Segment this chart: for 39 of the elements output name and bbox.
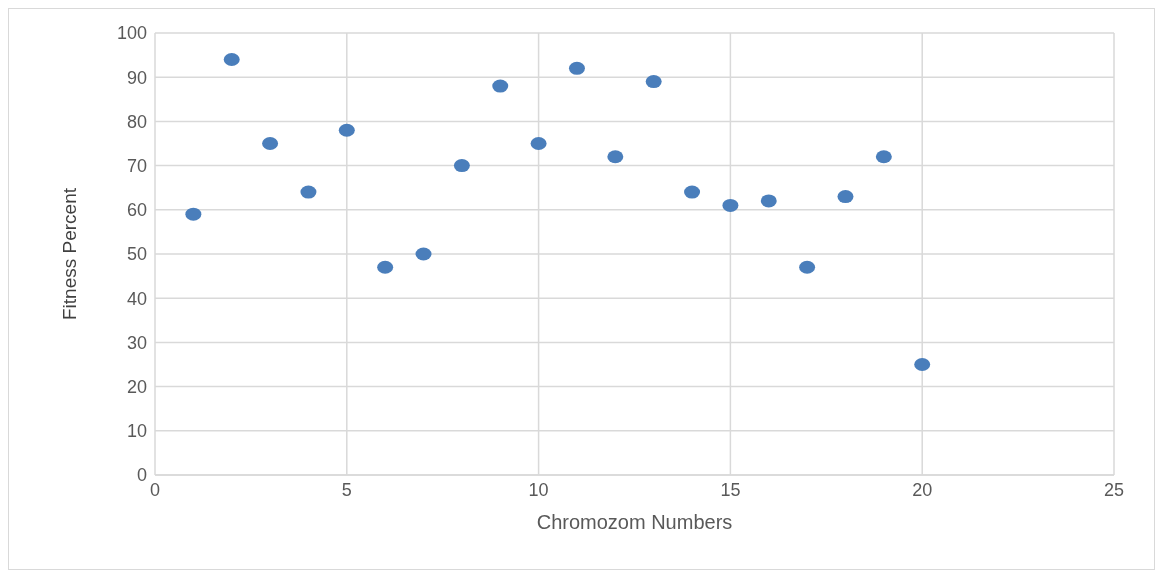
point <box>377 260 394 274</box>
point <box>722 198 739 212</box>
x-tick-label: 25 <box>1103 479 1125 500</box>
point <box>300 185 317 199</box>
point <box>568 61 585 75</box>
x-axis-title: Chromozom Numbers <box>536 511 733 533</box>
x-tick-label: 5 <box>341 479 352 500</box>
point <box>914 358 931 371</box>
x-tick-label: 15 <box>720 479 741 500</box>
point <box>338 123 355 137</box>
y-tick-label: 50 <box>126 244 147 265</box>
point <box>875 150 892 164</box>
y-tick-label: 10 <box>126 421 147 442</box>
point <box>185 207 202 221</box>
point <box>530 137 547 150</box>
point <box>684 185 701 199</box>
point <box>223 53 240 67</box>
point <box>415 247 432 261</box>
y-tick-label: 40 <box>126 288 147 309</box>
y-tick-label: 100 <box>116 23 147 44</box>
y-tick-label: 20 <box>126 376 147 397</box>
x-tick-label: 0 <box>149 479 161 500</box>
x-tick-label: 10 <box>528 479 549 500</box>
point <box>492 79 509 93</box>
y-axis-title: Fitness Percent <box>58 187 80 320</box>
point <box>760 194 777 208</box>
point <box>799 260 816 274</box>
point <box>262 137 279 150</box>
point <box>645 75 662 89</box>
y-tick-label: 0 <box>136 465 147 486</box>
y-tick-label: 30 <box>126 332 147 353</box>
point <box>607 150 624 164</box>
point <box>453 159 470 173</box>
y-tick-label: 60 <box>126 200 147 221</box>
x-tick-label: 20 <box>912 479 933 500</box>
y-tick-label: 90 <box>126 67 147 88</box>
y-tick-label: 70 <box>126 155 147 176</box>
y-tick-label: 80 <box>126 111 147 132</box>
point <box>837 190 854 204</box>
